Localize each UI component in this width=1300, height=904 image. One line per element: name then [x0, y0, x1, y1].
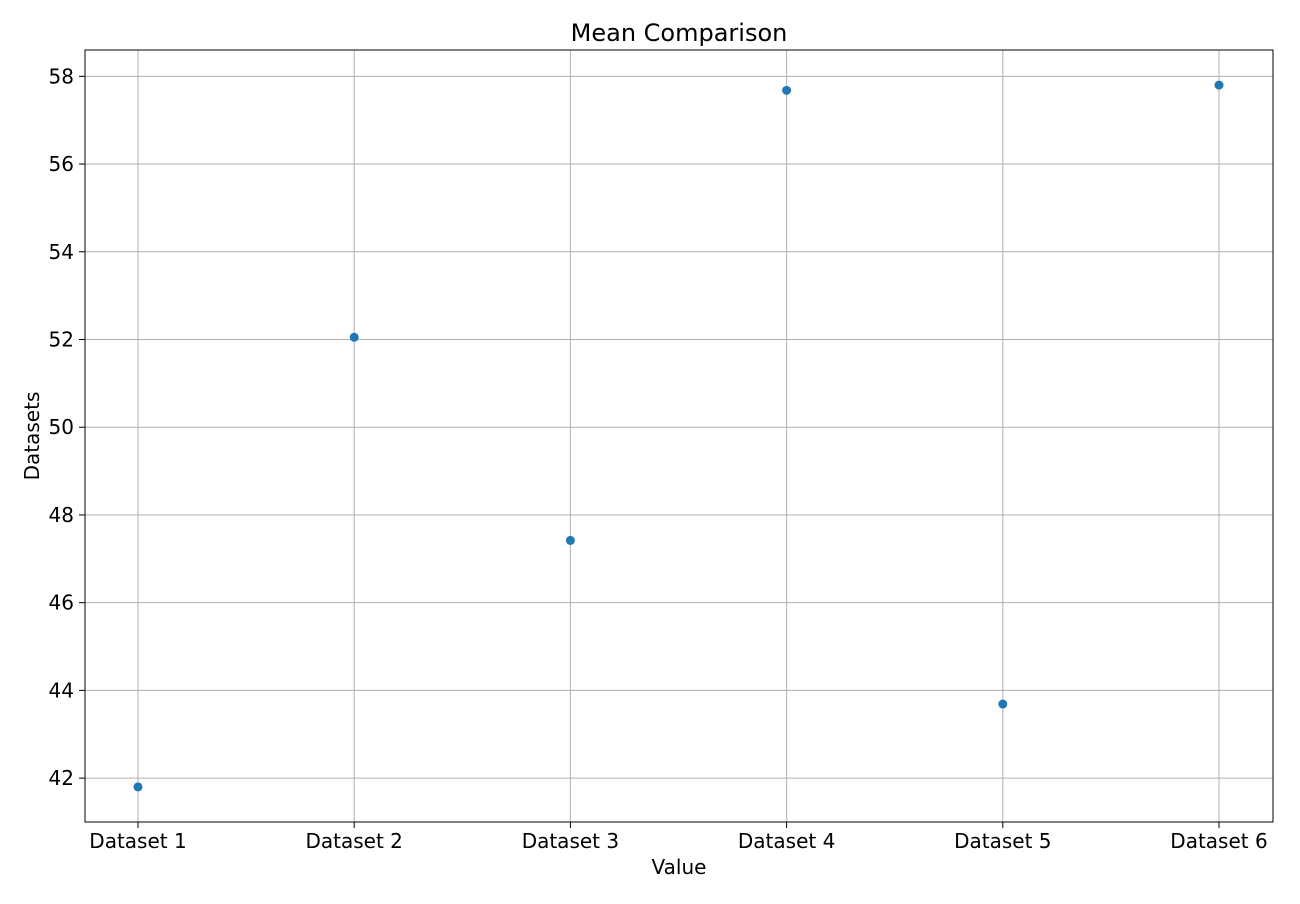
y-tick-label: 42	[49, 766, 74, 790]
y-tick-label: 52	[49, 328, 74, 352]
y-tick-label: 58	[49, 64, 74, 88]
grid-lines	[85, 50, 1273, 822]
data-point	[565, 535, 575, 545]
y-axis-ticks: 42 44 46 48 50 52 54 56 58	[49, 64, 85, 790]
y-tick-label: 48	[49, 503, 74, 527]
data-point	[349, 332, 359, 342]
data-point	[1214, 80, 1224, 90]
x-tick-label: Dataset 6	[1170, 829, 1267, 853]
plot-frame	[84, 49, 1274, 823]
data-point	[998, 699, 1008, 709]
y-tick-label: 54	[49, 240, 74, 264]
x-tick-label: Dataset 1	[89, 829, 186, 853]
y-tick-label: 44	[49, 678, 74, 702]
chart-title: Mean Comparison	[571, 19, 788, 47]
data-point	[133, 782, 143, 792]
data-points	[133, 80, 1224, 792]
x-tick-label: Dataset 3	[522, 829, 619, 853]
y-tick-label: 56	[49, 152, 74, 176]
data-point	[782, 85, 792, 95]
x-tick-label: Dataset 2	[305, 829, 402, 853]
x-axis-ticks: Dataset 1 Dataset 2 Dataset 3 Dataset 4 Data…	[89, 822, 1268, 853]
x-tick-label: Dataset 4	[738, 829, 835, 853]
y-axis-label: Datasets	[20, 392, 44, 481]
x-axis-label: Value	[652, 855, 707, 879]
y-tick-label: 50	[49, 415, 74, 439]
x-tick-label: Dataset 5	[954, 829, 1051, 853]
y-tick-label: 46	[49, 591, 74, 615]
